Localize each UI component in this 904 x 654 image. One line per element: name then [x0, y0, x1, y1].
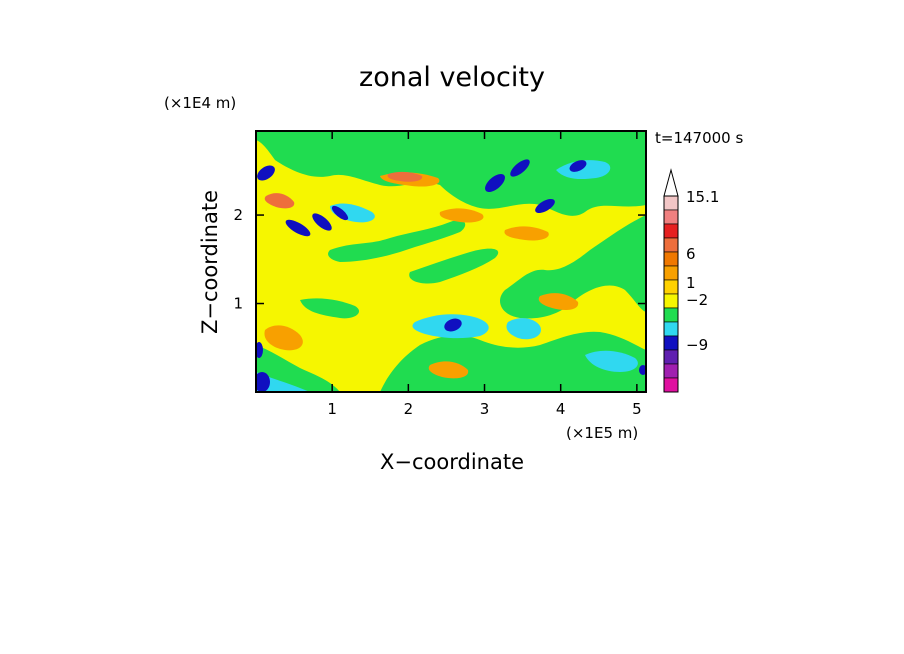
x-tick-label: 5 [632, 400, 642, 418]
contour-green-upper [256, 131, 646, 216]
colorbar-swatch [663, 209, 679, 225]
colorbar-swatch [663, 251, 679, 267]
colorbar-label: 1 [686, 274, 696, 292]
contour-green-right [500, 215, 646, 319]
contour-orange-left [264, 325, 303, 351]
colorbar-swatch [663, 321, 679, 337]
x-tick-label: 3 [480, 400, 490, 418]
contour-cyan-lower-left [256, 372, 310, 392]
contour-green-band-a [328, 220, 466, 262]
colorbar-swatch [663, 237, 679, 253]
colorbar-swatch [663, 279, 679, 295]
plot-frame [255, 130, 647, 393]
y-axis-label: Z−coordinate [198, 190, 222, 334]
colorbar-swatch [663, 377, 679, 393]
x-tick-label: 2 [404, 400, 414, 418]
contour-red-upper-mid [387, 171, 423, 182]
colorbar-swatch [663, 363, 679, 379]
x-axis-label: X−coordinate [380, 450, 524, 474]
contour-cyan-lower-right [585, 350, 638, 372]
contour-cyan-right-mid [506, 318, 541, 340]
contour-blue-streaks [256, 159, 646, 392]
colorbar-arrow [663, 168, 679, 197]
colorbar: 15.1 6 1−2 −9 [663, 168, 719, 393]
colorbar-label: 15.1 [686, 188, 719, 206]
colorbar-swatch [663, 349, 679, 365]
y-multiplier-label: (×1E4 m) [164, 94, 236, 112]
contour-orange-center [538, 293, 579, 310]
contour-orange-band-a [439, 208, 484, 223]
contour-orange-band-b [504, 226, 549, 241]
colorbar-frame [663, 195, 679, 393]
colorbar-label: −2 [686, 291, 708, 309]
contour-green-band-b [409, 248, 499, 284]
contour-red-upper-left [264, 193, 295, 209]
x-multiplier-label: (×1E5 m) [566, 424, 638, 442]
chart-title: zonal velocity [359, 62, 545, 93]
x-tick-label: 1 [327, 400, 337, 418]
colorbar-swatch [663, 293, 679, 309]
colorbar-label: 6 [686, 245, 696, 263]
y-tick-label: 2 [233, 206, 243, 224]
contour-field [256, 131, 646, 392]
colorbar-swatch [663, 195, 679, 211]
y-axis: 12 [233, 206, 646, 313]
x-axis: 1 2 3 4 5 [327, 131, 642, 418]
time-label: t=147000 s [655, 129, 743, 147]
colorbar-swatch [663, 307, 679, 323]
colorbar-swatch [663, 335, 679, 351]
x-tick-label: 4 [556, 400, 566, 418]
contour-orange-lower [428, 361, 469, 379]
y-tick-label: 1 [233, 295, 243, 313]
colorbar-swatch [663, 265, 679, 281]
contour-cyan-upper [556, 160, 611, 180]
colorbar-swatch [663, 223, 679, 239]
contour-green-band-c [300, 298, 360, 319]
colorbar-label: −9 [686, 336, 708, 354]
